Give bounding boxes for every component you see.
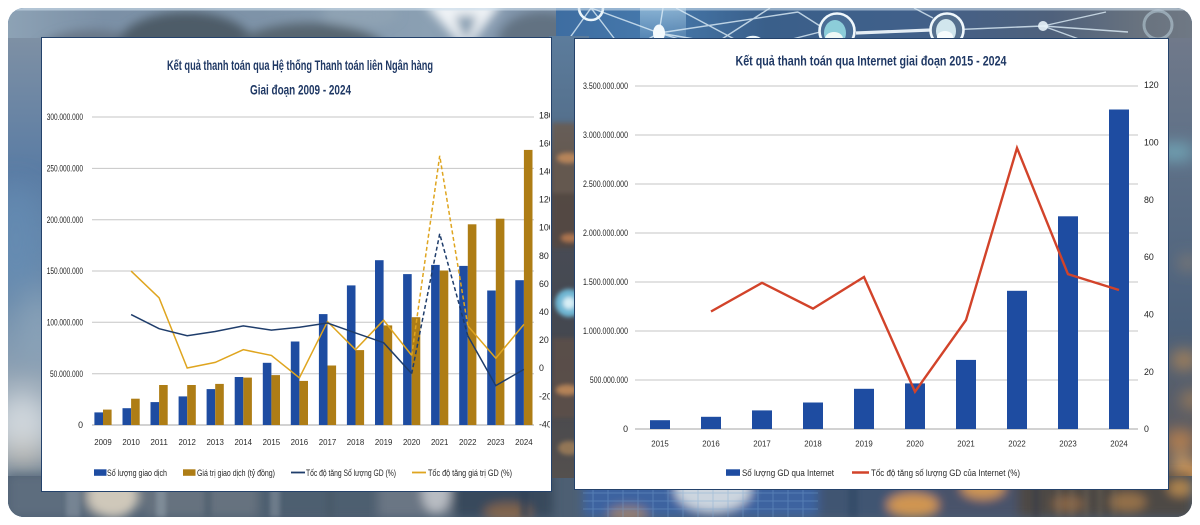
svg-text:2018: 2018 — [347, 437, 365, 447]
svg-text:2022: 2022 — [459, 437, 477, 447]
svg-text:180: 180 — [539, 110, 550, 120]
svg-text:2024: 2024 — [515, 437, 533, 447]
svg-text:2.000.000.000: 2.000.000.000 — [583, 228, 628, 238]
svg-text:0: 0 — [539, 363, 544, 373]
svg-text:60: 60 — [1144, 252, 1154, 262]
svg-text:0: 0 — [78, 420, 83, 430]
svg-text:160: 160 — [539, 138, 550, 148]
svg-text:1.500.000.000: 1.500.000.000 — [583, 277, 628, 287]
svg-text:Giá trị giao dịch (tỷ đồng): Giá trị giao dịch (tỷ đồng) — [197, 468, 275, 478]
svg-text:Tốc độ tăng số lượng GD của In: Tốc độ tăng số lượng GD của Internet (%) — [871, 468, 1020, 479]
svg-text:2016: 2016 — [291, 437, 309, 447]
svg-text:2014: 2014 — [235, 437, 253, 447]
svg-text:2015: 2015 — [651, 439, 669, 449]
svg-text:2019: 2019 — [375, 437, 393, 447]
svg-text:3.000.000.000: 3.000.000.000 — [583, 130, 628, 140]
svg-text:3.500.000.000: 3.500.000.000 — [583, 81, 628, 91]
svg-text:2010: 2010 — [122, 437, 140, 447]
svg-text:500.000.000: 500.000.000 — [590, 375, 628, 385]
svg-text:300.000.000: 300.000.000 — [47, 112, 83, 122]
svg-text:100: 100 — [1144, 138, 1159, 148]
svg-text:2020: 2020 — [403, 437, 421, 447]
svg-text:60: 60 — [539, 279, 549, 289]
svg-text:20: 20 — [539, 335, 549, 345]
svg-text:Tốc độ tăng Số lượng GD (%): Tốc độ tăng Số lượng GD (%) — [306, 468, 396, 478]
svg-text:80: 80 — [1144, 195, 1154, 205]
svg-text:2.500.000.000: 2.500.000.000 — [583, 179, 628, 189]
svg-text:2011: 2011 — [150, 437, 168, 447]
svg-text:2020: 2020 — [906, 439, 924, 449]
svg-text:2023: 2023 — [1059, 439, 1077, 449]
svg-text:150.000.000: 150.000.000 — [47, 266, 83, 276]
svg-text:40: 40 — [539, 307, 549, 317]
svg-text:20: 20 — [1144, 367, 1154, 377]
svg-text:50.000.000: 50.000.000 — [50, 369, 83, 379]
svg-text:2022: 2022 — [1008, 439, 1026, 449]
svg-text:2018: 2018 — [804, 439, 822, 449]
svg-text:2012: 2012 — [178, 437, 196, 447]
svg-text:Giai đoạn 2009 - 2024: Giai đoạn 2009 - 2024 — [250, 83, 351, 99]
svg-text:200.000.000: 200.000.000 — [47, 215, 83, 225]
svg-text:2021: 2021 — [431, 437, 449, 447]
svg-text:Tốc độ tăng giá trị GD (%): Tốc độ tăng giá trị GD (%) — [428, 468, 512, 478]
svg-text:80: 80 — [539, 251, 549, 261]
svg-text:2019: 2019 — [855, 439, 873, 449]
svg-text:2009: 2009 — [94, 437, 112, 447]
svg-text:Kết quả thanh toán qua Interne: Kết quả thanh toán qua Internet giai đoạ… — [736, 54, 1007, 70]
svg-text:140: 140 — [539, 167, 550, 177]
svg-text:2015: 2015 — [263, 437, 281, 447]
svg-text:2017: 2017 — [753, 439, 771, 449]
svg-text:2021: 2021 — [957, 439, 975, 449]
svg-text:2017: 2017 — [319, 437, 337, 447]
svg-text:2016: 2016 — [702, 439, 720, 449]
svg-text:Kết quả thanh toán qua Hệ thốn: Kết quả thanh toán qua Hệ thống Thanh to… — [167, 58, 433, 74]
svg-text:40: 40 — [1144, 310, 1154, 320]
svg-text:120: 120 — [539, 195, 550, 205]
svg-text:-20: -20 — [539, 391, 550, 401]
svg-text:0: 0 — [1144, 424, 1149, 434]
svg-text:100: 100 — [539, 223, 550, 233]
svg-text:2013: 2013 — [206, 437, 224, 447]
svg-text:100.000.000: 100.000.000 — [47, 318, 83, 328]
svg-text:1.000.000.000: 1.000.000.000 — [583, 326, 628, 336]
svg-text:Số lượng giao dịch: Số lượng giao dịch — [107, 468, 167, 478]
svg-text:Số lượng GD qua Internet: Số lượng GD qua Internet — [742, 468, 834, 479]
svg-text:120: 120 — [1144, 80, 1159, 90]
svg-text:2024: 2024 — [1110, 439, 1128, 449]
svg-text:-40: -40 — [539, 419, 550, 429]
svg-text:0: 0 — [623, 424, 628, 434]
svg-text:2023: 2023 — [487, 437, 505, 447]
svg-text:250.000.000: 250.000.000 — [47, 164, 83, 174]
